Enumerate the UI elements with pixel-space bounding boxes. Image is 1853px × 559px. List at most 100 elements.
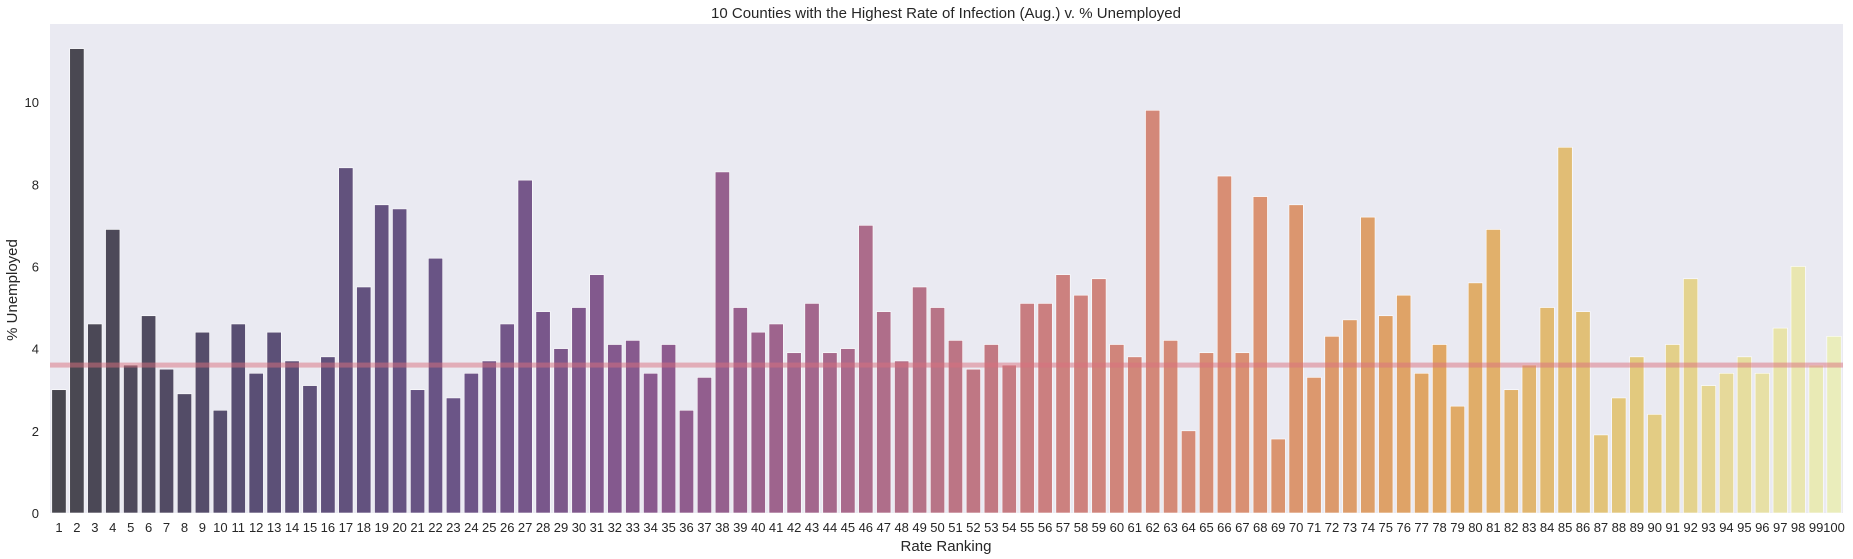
- x-tick-label: 43: [805, 520, 819, 535]
- bar-57: [1055, 274, 1071, 514]
- x-tick-label: 53: [984, 520, 998, 535]
- x-tick-label: 14: [285, 520, 299, 535]
- bar-15: [302, 385, 318, 514]
- bar-79: [1450, 405, 1465, 514]
- bar-14: [284, 360, 300, 514]
- x-tick-label: 41: [769, 520, 783, 535]
- bar-75: [1378, 315, 1394, 514]
- x-tick-label: 1: [55, 520, 62, 535]
- x-tick-label: 70: [1289, 520, 1303, 535]
- bar-62: [1145, 109, 1161, 514]
- bar-1: [51, 389, 67, 514]
- bar-2: [69, 48, 85, 514]
- x-tick-label: 26: [500, 520, 514, 535]
- x-tick-label: 28: [536, 520, 550, 535]
- x-tick-label: 91: [1665, 520, 1679, 535]
- bar-78: [1432, 344, 1448, 514]
- x-tick-label: 15: [303, 520, 317, 535]
- x-tick-label: 32: [608, 520, 622, 535]
- x-tick-label: 67: [1235, 520, 1249, 535]
- x-tick-label: 47: [877, 520, 891, 535]
- bar-58: [1073, 294, 1089, 514]
- x-tick-label: 84: [1540, 520, 1554, 535]
- x-tick-label: 62: [1145, 520, 1159, 535]
- bars-group: [51, 48, 1842, 514]
- x-tick-label: 45: [841, 520, 855, 535]
- x-tick-label: 17: [339, 520, 353, 535]
- x-tick-label: 64: [1181, 520, 1195, 535]
- x-tick-label: 85: [1558, 520, 1572, 535]
- x-tick-label: 5: [127, 520, 134, 535]
- bar-31: [589, 274, 605, 514]
- x-tick-label: 46: [859, 520, 873, 535]
- bar-4: [105, 229, 121, 514]
- x-tick-label: 19: [374, 520, 388, 535]
- bar-68: [1252, 196, 1268, 514]
- x-tick-label: 12: [249, 520, 263, 535]
- x-tick-label: 42: [787, 520, 801, 535]
- bar-83: [1521, 364, 1537, 514]
- bar-32: [607, 344, 623, 514]
- x-tick-label: 79: [1450, 520, 1464, 535]
- x-tick-label: 65: [1199, 520, 1213, 535]
- x-tick-label: 77: [1414, 520, 1428, 535]
- x-tick-label: 31: [590, 520, 604, 535]
- x-tick-label: 92: [1683, 520, 1697, 535]
- x-tick-label: 3: [91, 520, 98, 535]
- x-tick-label: 66: [1217, 520, 1231, 535]
- x-tick-label: 75: [1379, 520, 1393, 535]
- x-tick-label: 73: [1343, 520, 1357, 535]
- x-tick-label: 2: [73, 520, 80, 535]
- x-tick-label: 99: [1809, 520, 1823, 535]
- bar-20: [392, 208, 408, 514]
- x-tick-label: 81: [1486, 520, 1500, 535]
- bar-19: [374, 204, 390, 514]
- bar-42: [786, 352, 802, 514]
- x-tick-label: 63: [1163, 520, 1177, 535]
- bar-86: [1575, 311, 1591, 514]
- bar-6: [141, 315, 157, 514]
- x-tick-label: 89: [1630, 520, 1644, 535]
- bar-16: [320, 356, 336, 514]
- bar-51: [947, 340, 963, 514]
- x-tick-label: 68: [1253, 520, 1267, 535]
- y-axis-ticks: 0 2 4 6 8 10: [25, 95, 39, 521]
- x-tick-label: 54: [1002, 520, 1016, 535]
- bar-47: [876, 311, 892, 514]
- plot-area: [50, 24, 1843, 513]
- x-tick-label: 7: [163, 520, 170, 535]
- bar-70: [1288, 204, 1304, 514]
- x-tick-label: 34: [643, 520, 657, 535]
- x-tick-label: 50: [930, 520, 944, 535]
- x-tick-label: 87: [1594, 520, 1608, 535]
- x-tick-label: 30: [572, 520, 586, 535]
- x-tick-label: 44: [823, 520, 837, 535]
- x-tick-label: 55: [1020, 520, 1034, 535]
- bar-29: [553, 348, 569, 514]
- bar-84: [1539, 307, 1555, 514]
- bar-33: [625, 340, 641, 514]
- x-tick-label: 39: [733, 520, 747, 535]
- bar-8: [177, 393, 192, 514]
- bar-12: [248, 372, 264, 514]
- y-tick-label: 8: [32, 177, 39, 192]
- bar-45: [840, 348, 856, 514]
- x-tick-label: 71: [1307, 520, 1321, 535]
- bar-52: [965, 368, 981, 514]
- x-tick-label: 97: [1773, 520, 1787, 535]
- x-tick-label: 80: [1468, 520, 1482, 535]
- x-tick-label: 24: [464, 520, 478, 535]
- x-tick-label: 40: [751, 520, 765, 535]
- bar-34: [643, 372, 659, 514]
- x-tick-label: 96: [1755, 520, 1769, 535]
- bar-23: [445, 397, 461, 514]
- bar-41: [768, 323, 784, 514]
- x-tick-label: 49: [912, 520, 926, 535]
- x-tick-label: 51: [948, 520, 962, 535]
- bar-69: [1270, 438, 1286, 514]
- bar-30: [571, 307, 587, 514]
- y-axis-label: % Unemployed: [4, 239, 21, 341]
- x-tick-label: 18: [357, 520, 371, 535]
- x-tick-label: 86: [1576, 520, 1590, 535]
- bar-13: [266, 331, 282, 514]
